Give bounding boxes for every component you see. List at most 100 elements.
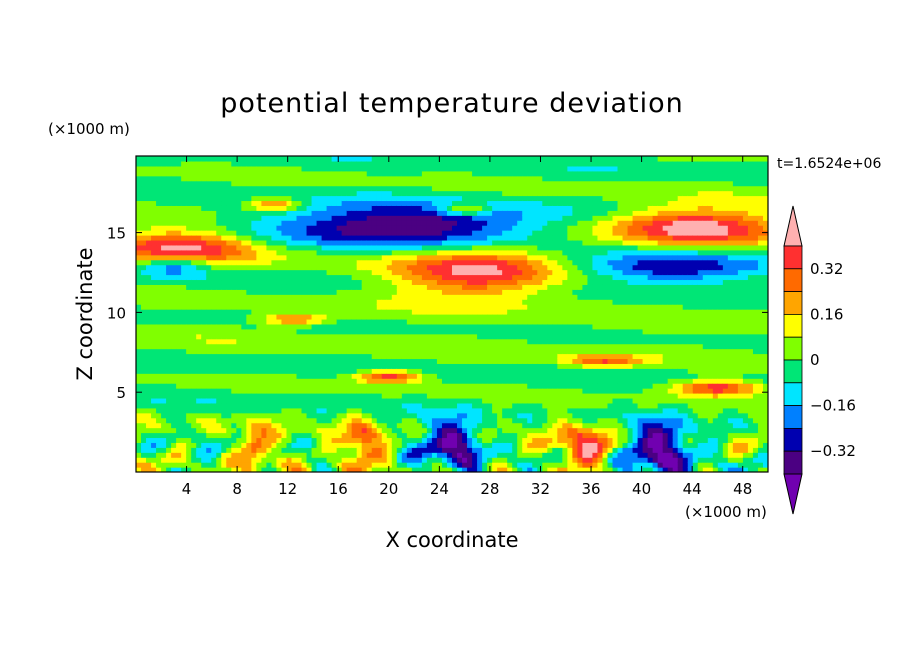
heatmap-cell (206, 249, 212, 256)
heatmap-cell (452, 239, 458, 246)
heatmap-cell (296, 412, 303, 419)
heatmap-cell (241, 462, 247, 468)
heatmap-cell (366, 254, 373, 261)
heatmap-cell (286, 244, 293, 251)
heatmap-cell (346, 244, 353, 251)
heatmap-cell (241, 165, 247, 172)
heatmap-cell (356, 353, 363, 360)
heatmap-cell (356, 333, 363, 340)
heatmap-cell (472, 299, 478, 305)
heatmap-cell (336, 299, 343, 305)
heatmap-cell (361, 289, 368, 295)
heatmap-cell (416, 442, 423, 448)
heatmap-cell (522, 264, 528, 271)
heatmap-cell (291, 180, 298, 187)
heatmap-cell (391, 289, 398, 295)
heatmap-cell (467, 239, 473, 246)
heatmap-cell (472, 274, 478, 281)
heatmap-cell (261, 378, 268, 384)
heatmap-cell (166, 368, 172, 374)
heatmap-cell (156, 343, 162, 350)
heatmap-cell (457, 279, 463, 285)
heatmap-cell (141, 244, 147, 251)
heatmap-cell (356, 452, 363, 458)
heatmap-cell (386, 294, 393, 300)
heatmap-cell (261, 175, 268, 182)
heatmap-cell (477, 368, 483, 374)
heatmap-cell (156, 156, 162, 162)
heatmap-cell (507, 442, 513, 448)
heatmap-cell (462, 412, 468, 419)
heatmap-cell (386, 314, 393, 320)
heatmap-cell (216, 309, 222, 315)
heatmap-cell (141, 333, 147, 340)
heatmap-cell (301, 467, 308, 472)
heatmap-cell (151, 156, 157, 162)
heatmap-cell (251, 417, 257, 424)
heatmap-cell (411, 457, 418, 463)
heatmap-cell (502, 215, 508, 221)
heatmap-cell (291, 259, 298, 266)
heatmap-cell (341, 378, 348, 384)
heatmap-cell (231, 437, 237, 443)
heatmap-cell (472, 457, 478, 463)
heatmap-cell (271, 299, 278, 305)
heatmap-cell (351, 358, 358, 364)
heatmap-cell (286, 462, 293, 468)
heatmap-cell (186, 185, 192, 192)
heatmap-cell (251, 269, 257, 276)
heatmap-cell (241, 185, 247, 192)
heatmap-cell (472, 402, 478, 409)
heatmap-cell (462, 185, 468, 192)
heatmap-cell (281, 328, 288, 335)
heatmap-cell (151, 397, 157, 404)
heatmap-cell (266, 452, 273, 458)
heatmap-cell (221, 467, 227, 472)
heatmap-cell (462, 363, 468, 369)
heatmap-cell (487, 239, 493, 246)
heatmap-cell (146, 467, 152, 472)
heatmap-cell (306, 432, 313, 439)
heatmap-cell (331, 156, 338, 162)
heatmap-cell (406, 452, 413, 458)
heatmap-cell (291, 407, 298, 414)
heatmap-cell (211, 235, 217, 241)
heatmap-cell (487, 432, 493, 439)
heatmap-cell (331, 442, 338, 448)
heatmap-cell (527, 467, 533, 472)
heatmap-cell (176, 432, 182, 439)
heatmap-cell (326, 185, 333, 192)
heatmap-cell (266, 195, 273, 202)
heatmap-cell (452, 220, 458, 226)
heatmap-cell (482, 249, 488, 256)
heatmap-cell (416, 333, 423, 340)
heatmap-cell (136, 239, 142, 246)
heatmap-cell (361, 309, 368, 315)
heatmap-cell (296, 284, 303, 290)
heatmap-cell (171, 185, 177, 192)
heatmap-cell (401, 328, 408, 335)
heatmap-cell (306, 437, 313, 443)
heatmap-cell (522, 333, 528, 340)
heatmap-cell (477, 378, 483, 384)
heatmap-cell (196, 195, 202, 202)
heatmap-cell (361, 427, 368, 434)
heatmap-cell (266, 165, 273, 172)
heatmap-cell (171, 195, 177, 202)
heatmap-cell (146, 264, 152, 271)
heatmap-cell (441, 417, 448, 424)
heatmap-cell (286, 156, 293, 162)
heatmap-cell (216, 353, 222, 360)
heatmap-cell (241, 259, 247, 266)
heatmap-cell (271, 318, 278, 325)
heatmap-cell (321, 274, 328, 281)
heatmap-cell (477, 427, 483, 434)
heatmap-cell (276, 259, 283, 266)
heatmap-cell (492, 165, 498, 172)
heatmap-cell (406, 254, 413, 261)
heatmap-cell (326, 432, 333, 439)
heatmap-cell (191, 388, 197, 394)
heatmap-cell (246, 407, 252, 414)
heatmap-cell (216, 299, 222, 305)
heatmap-cell (341, 397, 348, 404)
